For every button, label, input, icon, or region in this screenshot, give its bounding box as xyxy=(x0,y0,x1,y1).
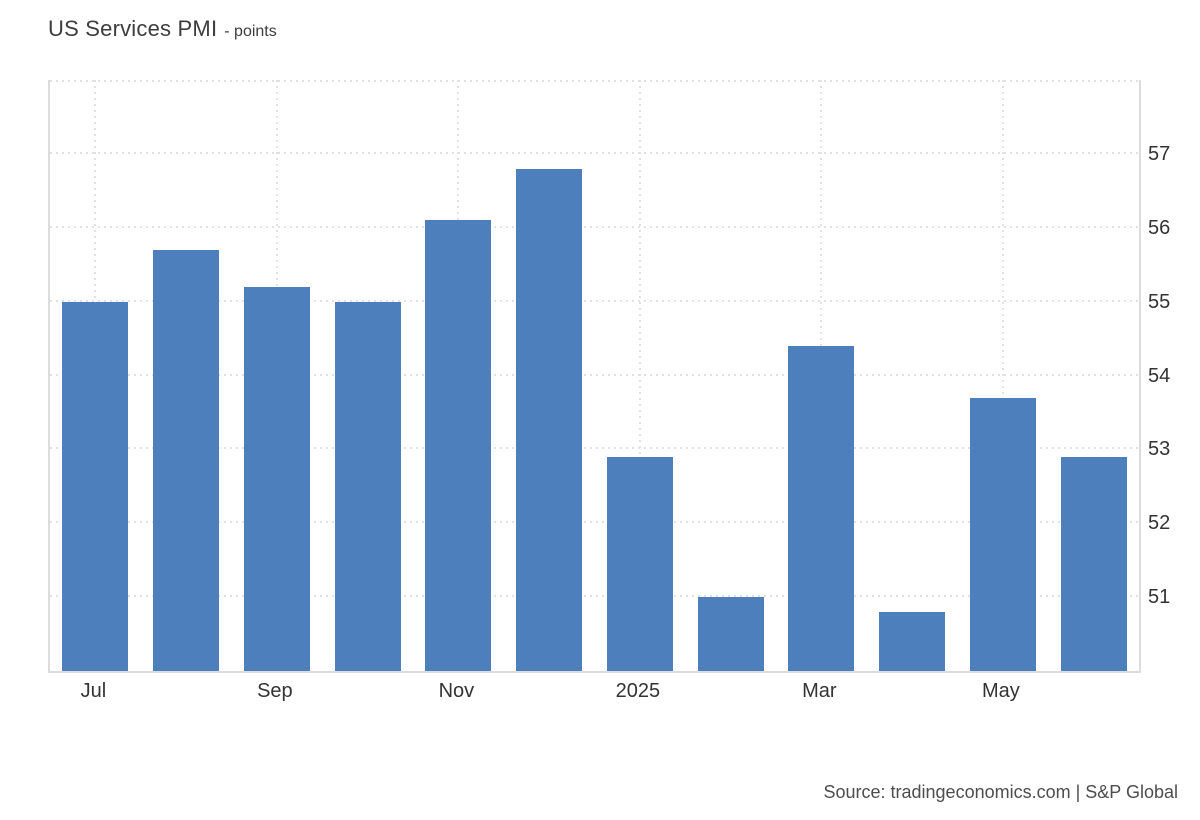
h-gridline-56 xyxy=(50,225,1139,228)
bar-sep-2024[interactable] xyxy=(243,286,310,671)
h-gridline-58 xyxy=(50,80,1139,82)
x-tick-label-2025: 2025 xyxy=(615,680,661,702)
x-tick-label-may: May xyxy=(981,680,1020,702)
h-gridline-55 xyxy=(50,299,1139,302)
bar-jul-2024[interactable] xyxy=(62,301,129,671)
source-attribution: Source: tradingeconomics.com | S&P Globa… xyxy=(823,782,1178,802)
v-gridline-2025 xyxy=(638,80,641,671)
x-tick-label-mar: Mar xyxy=(802,680,837,702)
bar-feb-2025[interactable] xyxy=(697,597,764,671)
chart-title-unit: - points xyxy=(224,23,277,40)
x-tick-label-nov: Nov xyxy=(438,680,475,702)
x-tick-label-sep: Sep xyxy=(257,680,293,702)
bar-mar-2025[interactable] xyxy=(788,345,855,671)
h-gridline-53 xyxy=(50,447,1139,450)
bar-may-2025[interactable] xyxy=(969,397,1036,671)
y-tick-label-51: 51 xyxy=(1148,586,1171,609)
h-gridline-54 xyxy=(50,373,1139,376)
h-gridline-51 xyxy=(50,595,1139,598)
y-tick-label-53: 53 xyxy=(1148,438,1171,461)
y-tick-label-54: 54 xyxy=(1148,364,1171,387)
bar-jun-2025[interactable] xyxy=(1060,456,1127,671)
chart-title: US Services PMI - points xyxy=(48,16,277,42)
bar-aug-2024[interactable] xyxy=(153,249,220,671)
h-gridline-57 xyxy=(50,151,1139,154)
y-tick-label-55: 55 xyxy=(1148,290,1171,313)
x-tick-label-jul: Jul xyxy=(80,680,107,702)
h-gridline-52 xyxy=(50,521,1139,524)
bar-dec-2024[interactable] xyxy=(516,168,583,671)
bar-oct-2024[interactable] xyxy=(334,301,401,671)
bar-jan-2025[interactable] xyxy=(606,456,673,671)
y-tick-label-52: 52 xyxy=(1148,512,1171,535)
plot-area xyxy=(48,80,1141,673)
bar-apr-2025[interactable] xyxy=(879,611,946,671)
y-tick-label-56: 56 xyxy=(1148,216,1171,239)
y-tick-label-57: 57 xyxy=(1148,142,1171,165)
bar-nov-2024[interactable] xyxy=(425,220,492,671)
chart-title-text: US Services PMI xyxy=(48,16,218,41)
v-gridline-may xyxy=(1001,80,1004,671)
